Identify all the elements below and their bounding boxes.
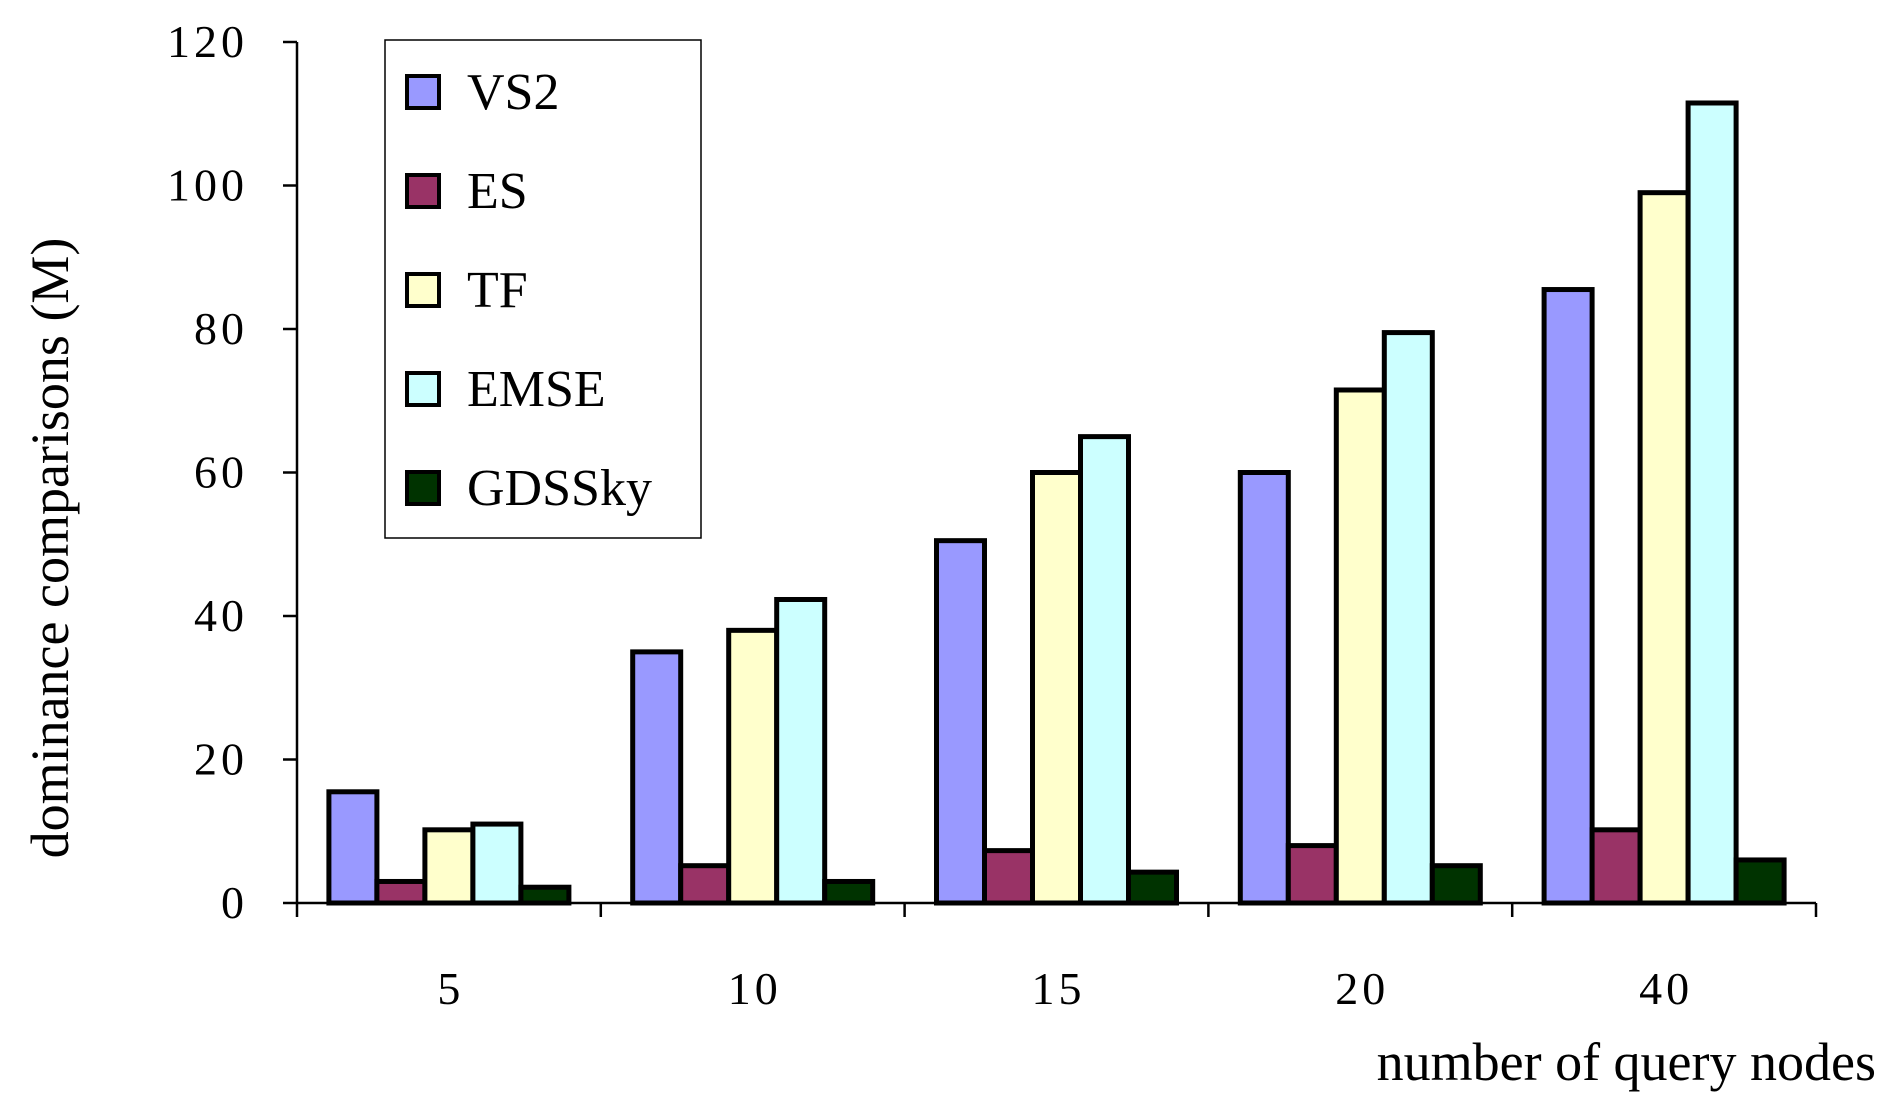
bar-emse-10 (774, 596, 828, 906)
y-tick-label: 40 (194, 590, 248, 641)
y-ticks: 0 20 40 60 80 100 120 (167, 16, 297, 928)
bars-layer (326, 100, 1787, 906)
bar-es-40 (1589, 827, 1643, 906)
bar-tf-5 (422, 827, 476, 906)
legend-items: VS2 ES TF EMSE GDSSky (405, 64, 652, 517)
legend-swatch-tf (405, 272, 441, 308)
bar-vs2-5 (326, 789, 380, 906)
bar-emse-15 (1078, 434, 1131, 906)
y-tick-label: 120 (167, 16, 248, 67)
bar-emse-5 (470, 821, 524, 906)
bar-gdssky-15 (1126, 869, 1179, 906)
y-tick-label: 20 (194, 734, 248, 785)
bar-gdssky-20 (1429, 863, 1483, 906)
bar-vs2-40 (1541, 287, 1595, 906)
y-tick-label: 80 (194, 303, 248, 354)
x-ticks: 5 10 15 20 40 (295, 903, 1818, 1014)
bar-vs2-20 (1237, 470, 1291, 906)
legend-swatch-gdssky (405, 470, 441, 506)
legend-swatch-es (405, 173, 441, 209)
legend-label-gdssky: GDSSky (467, 460, 652, 517)
bar-gdssky-10 (822, 878, 876, 906)
y-axis-title: dominance comparisons (M) (20, 238, 80, 859)
bar-tf-40 (1637, 190, 1691, 906)
bar-emse-40 (1685, 100, 1739, 906)
x-tick-label: 20 (1335, 963, 1389, 1014)
y-tick-label: 100 (167, 160, 248, 211)
bar-es-5 (374, 878, 428, 906)
bar-gdssky-5 (518, 884, 572, 906)
x-axis-title: number of query nodes (1377, 1032, 1876, 1092)
legend-swatch-emse (405, 371, 441, 407)
y-tick-label: 0 (221, 877, 248, 928)
legend-label-tf: TF (467, 262, 528, 319)
x-tick-label: 10 (728, 963, 782, 1014)
legend-label-es: ES (467, 163, 528, 220)
x-tick-label: 5 (437, 963, 464, 1014)
x-tick-label: 15 (1032, 963, 1086, 1014)
bar-tf-15 (1030, 470, 1083, 906)
legend-swatch-vs2 (405, 74, 441, 110)
bar-vs2-10 (630, 649, 684, 906)
legend-label-vs2: VS2 (467, 64, 559, 121)
bar-es-20 (1285, 843, 1339, 906)
bar-emse-20 (1381, 330, 1435, 906)
x-tick-label: 40 (1639, 963, 1693, 1014)
bar-es-10 (678, 863, 732, 906)
bar-tf-10 (726, 627, 780, 906)
bar-tf-20 (1333, 387, 1387, 906)
legend: VS2 ES TF EMSE GDSSky (384, 39, 702, 539)
legend-label-emse: EMSE (467, 361, 606, 418)
bar-vs2-15 (934, 538, 987, 906)
y-tick-label: 60 (194, 447, 248, 498)
bar-gdssky-40 (1733, 857, 1787, 906)
bar-es-15 (982, 848, 1035, 906)
